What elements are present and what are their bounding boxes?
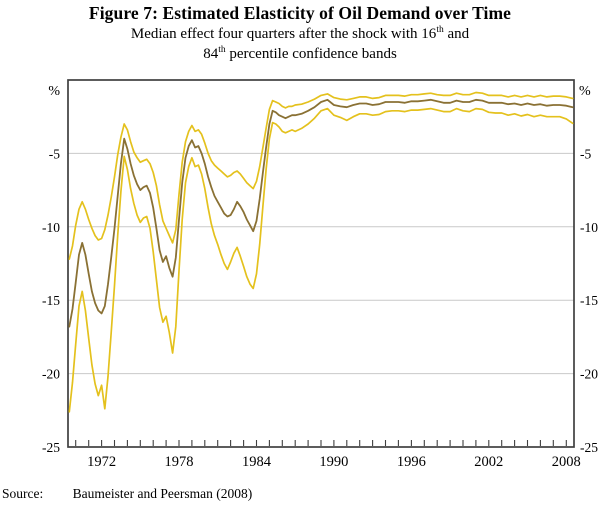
band-16th-percentile-line bbox=[68, 107, 574, 413]
median-effect-line bbox=[68, 98, 574, 328]
elasticity-line-chart: -5 -5 -10 -10 -15 -15 -20 -20 -25 -25% % 1972 1978 19… bbox=[42, 79, 598, 470]
figure-title: Figure 7: Estimated Elasticity of Oil De… bbox=[88, 3, 512, 23]
y-tick-label-left: -25 bbox=[42, 440, 60, 455]
y-tick-label-left: -5 bbox=[49, 146, 60, 161]
subtitle-superscript-16th: th bbox=[436, 25, 444, 35]
source-label: Source: bbox=[2, 486, 44, 501]
x-axis-year-label: 2002 bbox=[474, 454, 503, 470]
subtitle-line2-tail: percentile confidence bands bbox=[225, 45, 397, 62]
y-tick-label-right: -15 bbox=[580, 293, 598, 308]
band-84th-percentile-line bbox=[68, 91, 574, 260]
x-axis-year-label: 1990 bbox=[319, 454, 348, 470]
y-tick-label-right: -10 bbox=[580, 220, 598, 235]
x-axis-year-label: 1972 bbox=[87, 454, 116, 470]
x-axis-year-label: 1984 bbox=[242, 454, 272, 470]
y-tick-label-right: -25 bbox=[580, 440, 598, 455]
x-axis-year-label: 2008 bbox=[552, 454, 581, 470]
plot-frame bbox=[67, 79, 575, 448]
y-tick-label-left: -10 bbox=[42, 220, 60, 235]
subtitle-line2-text: 84 bbox=[203, 45, 219, 62]
y-tick-label-right: -5 bbox=[580, 146, 591, 161]
x-axis-year-label: 1978 bbox=[165, 454, 194, 470]
y-tick-label-right: -20 bbox=[580, 367, 598, 382]
y-axis-unit-left: % bbox=[48, 84, 60, 99]
y-axis-unit-right: % bbox=[579, 84, 591, 99]
source-text: Baumeister and Peersman (2008) bbox=[72, 486, 253, 501]
subtitle-line1-text: Median effect four quarters after the sh… bbox=[130, 26, 437, 42]
subtitle-line1-tail: and bbox=[443, 26, 470, 42]
x-axis-year-label: 1996 bbox=[397, 454, 426, 470]
figure-subtitle: Median effect four quarters after the sh… bbox=[0, 25, 600, 64]
y-tick-label-left: -15 bbox=[42, 293, 60, 308]
source-note: Source: Baumeister and Peersman (2008) bbox=[0, 486, 600, 502]
subtitle-superscript-84th: th bbox=[218, 44, 226, 55]
y-tick-label-left: -20 bbox=[42, 367, 60, 382]
